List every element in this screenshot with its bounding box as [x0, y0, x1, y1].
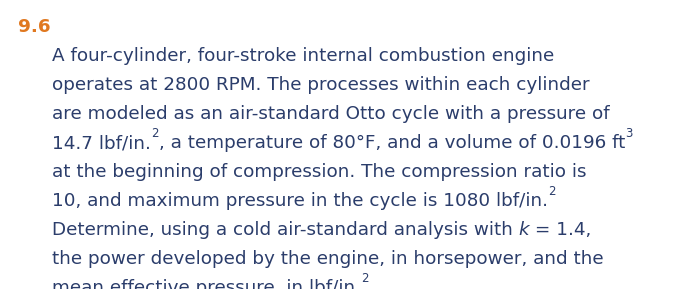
Text: 2: 2 [151, 127, 158, 140]
Text: 9.6: 9.6 [18, 18, 51, 36]
Text: k: k [519, 221, 529, 239]
Text: operates at 2800 RPM. The processes within each cylinder: operates at 2800 RPM. The processes with… [52, 76, 590, 94]
Text: are modeled as an air-standard Otto cycle with a pressure of: are modeled as an air-standard Otto cycl… [52, 105, 610, 123]
Text: Determine, using a cold air-standard analysis with: Determine, using a cold air-standard ana… [52, 221, 519, 239]
Text: at the beginning of compression. The compression ratio is: at the beginning of compression. The com… [52, 163, 586, 181]
Text: 2: 2 [361, 272, 369, 285]
Text: A four-cylinder, four-stroke internal combustion engine: A four-cylinder, four-stroke internal co… [52, 47, 555, 65]
Text: 14.7 lbf/in.: 14.7 lbf/in. [52, 134, 151, 152]
Text: 2: 2 [548, 185, 555, 198]
Text: = 1.4,: = 1.4, [529, 221, 592, 239]
Text: , a temperature of 80°F, and a volume of 0.0196 ft: , a temperature of 80°F, and a volume of… [159, 134, 625, 152]
Text: mean effective pressure, in lbf/in.: mean effective pressure, in lbf/in. [52, 279, 361, 289]
Text: the power developed by the engine, in horsepower, and the: the power developed by the engine, in ho… [52, 250, 603, 268]
Text: 3: 3 [625, 127, 633, 140]
Text: 10, and maximum pressure in the cycle is 1080 lbf/in.: 10, and maximum pressure in the cycle is… [52, 192, 548, 210]
